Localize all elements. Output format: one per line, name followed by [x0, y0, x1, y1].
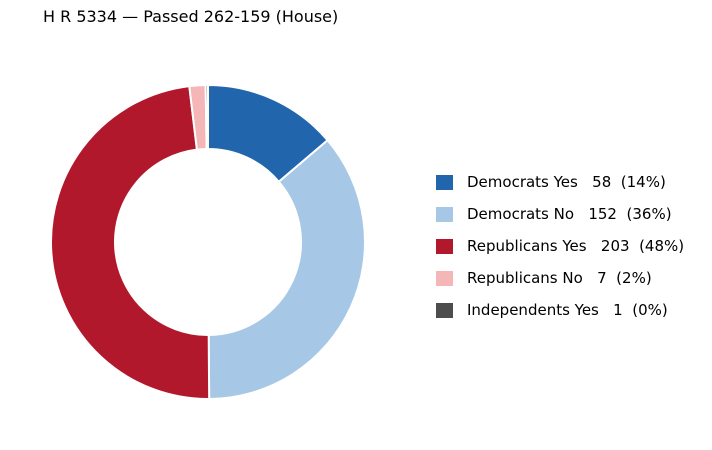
legend-label: Independents Yes 1 (0%): [467, 301, 668, 319]
legend-label: Democrats No 152 (36%): [467, 205, 672, 223]
legend-label: Republicans Yes 203 (48%): [467, 237, 685, 255]
legend-swatch: [436, 302, 453, 318]
donut-chart: [49, 84, 366, 400]
donut-slice-independents-yes: [204, 84, 209, 151]
legend-label: Republicans No 7 (2%): [467, 269, 652, 287]
legend-item: Republicans Yes 203 (48%): [436, 230, 684, 262]
legend-item: Democrats No 152 (36%): [436, 198, 684, 230]
legend-item: Independents Yes 1 (0%): [436, 294, 684, 326]
legend-label: Democrats Yes 58 (14%): [467, 173, 666, 191]
legend-swatch: [436, 238, 453, 254]
legend-item: Democrats Yes 58 (14%): [436, 166, 684, 198]
legend-swatch: [436, 270, 453, 286]
donut-slice-democrats-no: [207, 139, 366, 400]
donut-slice-republicans-yes: [49, 85, 211, 400]
legend-swatch: [436, 206, 453, 222]
legend-swatch: [436, 174, 453, 190]
legend-item: Republicans No 7 (2%): [436, 262, 684, 294]
chart-title: H R 5334 — Passed 262-159 (House): [43, 7, 339, 26]
legend: Democrats Yes 58 (14%) Democrats No 152 (…: [436, 166, 684, 326]
